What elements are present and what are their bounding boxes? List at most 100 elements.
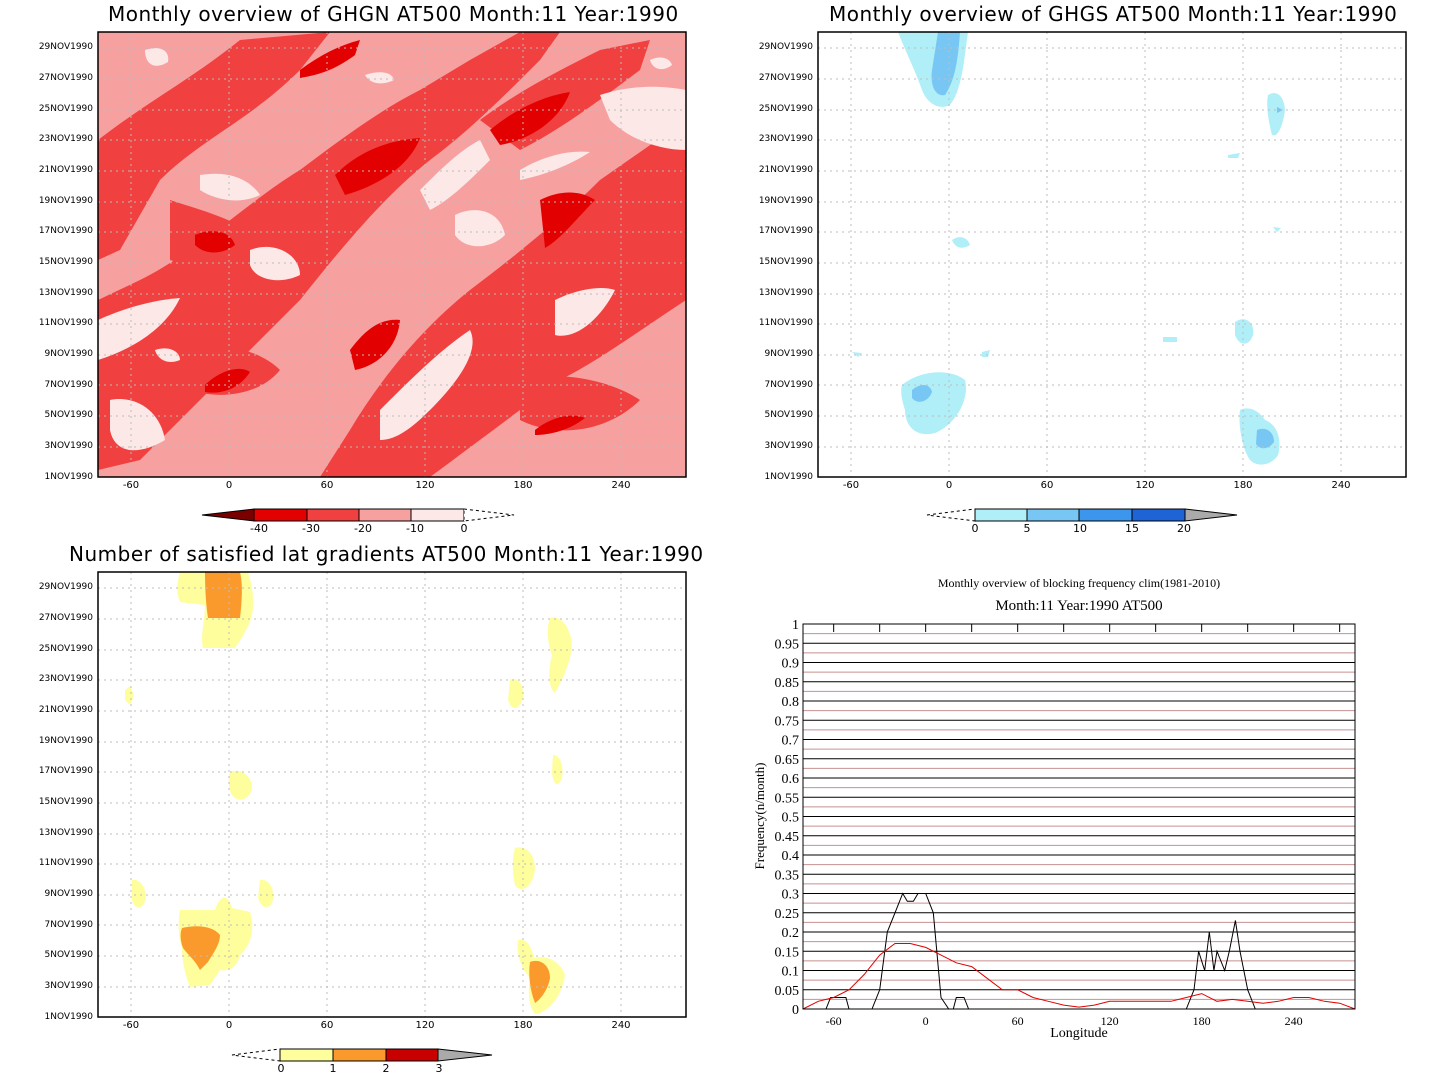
ytick: 27NOV1990 (758, 73, 813, 83)
ytick: 15NOV1990 (758, 257, 813, 267)
ytick: 11NOV1990 (758, 318, 813, 328)
ytick: 7NOV1990 (44, 920, 93, 930)
ytick: 7NOV1990 (44, 380, 93, 390)
xtick: 120 (415, 1020, 435, 1031)
ytick: 7NOV1990 (764, 380, 813, 390)
lat-plot (97, 571, 687, 1018)
ghgs-colorbar (926, 508, 1238, 522)
freq-ytick: 0.7 (782, 734, 800, 749)
xtick: 60 (320, 1020, 334, 1031)
cb-tick: 20 (1177, 522, 1191, 535)
cb-tick: -30 (302, 522, 320, 535)
freq-ytick: 0.05 (775, 984, 800, 999)
ytick: 15NOV1990 (38, 797, 93, 807)
ghgs-plot (817, 31, 1407, 478)
cb-tick: 0 (971, 522, 979, 535)
freq-xtick: 240 (1285, 1014, 1303, 1028)
ytick: 3NOV1990 (764, 441, 813, 451)
xtick: 180 (1233, 480, 1253, 491)
ghgn-plot (97, 31, 687, 478)
freq-xtick: 180 (1193, 1014, 1211, 1028)
ytick: 17NOV1990 (758, 226, 813, 236)
freq-ytick: 0.55 (775, 791, 800, 806)
cb-swatch (463, 508, 515, 522)
xtick: 180 (513, 1020, 533, 1031)
ghgn-field (98, 32, 686, 477)
ytick: 11NOV1990 (38, 858, 93, 868)
ghgn-colorbar (201, 508, 515, 522)
ghgn-title: Monthly overview of GHGN AT500 Month:11 … (108, 2, 679, 26)
ytick: 5NOV1990 (44, 410, 93, 420)
freq-ytick: 0.2 (782, 926, 800, 941)
ytick: 19NOV1990 (38, 196, 93, 206)
freq-xtick: -60 (826, 1014, 842, 1028)
ytick: 11NOV1990 (38, 318, 93, 328)
xtick: 180 (513, 480, 533, 491)
freq-ytick: 0.45 (775, 830, 800, 845)
xtick: 240 (1331, 480, 1351, 491)
xtick: 0 (945, 480, 953, 491)
ytick: 1NOV1990 (44, 1012, 93, 1022)
freq-title: Monthly overview of blocking frequency c… (937, 576, 1221, 590)
freq-subtitle: Month:11 Year:1990 AT500 (995, 598, 1163, 614)
freq-xlabel: Longitude (1050, 1026, 1108, 1041)
lat-colorbar (231, 1048, 493, 1062)
freq-ytick: 0 (792, 1003, 799, 1018)
ghgs-title: Monthly overview of GHGS AT500 Month:11 … (829, 2, 1398, 26)
freq-tick-labels: 0 0.05 0.1 0.15 0.2 0.25 0.3 0.35 0.4 0.45 0.5 0.55… (775, 618, 1341, 1028)
ytick: 17NOV1990 (38, 226, 93, 236)
ytick: 1NOV1990 (764, 472, 813, 482)
xtick: -60 (842, 480, 860, 491)
xtick: 240 (611, 480, 631, 491)
cb-tick: 0 (460, 522, 468, 535)
ytick: 13NOV1990 (758, 288, 813, 298)
freq-ytick: 0.95 (775, 637, 800, 652)
ytick: 25NOV1990 (758, 104, 813, 114)
ytick: 19NOV1990 (758, 196, 813, 206)
ytick: 27NOV1990 (38, 73, 93, 83)
ytick: 23NOV1990 (758, 134, 813, 144)
lat-frame (97, 571, 687, 1018)
xtick: 60 (1040, 480, 1054, 491)
xtick: 0 (225, 480, 233, 491)
ghgs-grid (818, 32, 1406, 477)
freq-xtick: 60 (1012, 1014, 1024, 1028)
freq-ytick: 0.75 (775, 714, 800, 729)
freq-series-line-1 (802, 943, 1356, 1010)
ghgs-frame (817, 31, 1407, 478)
ytick: 13NOV1990 (38, 288, 93, 298)
ytick: 21NOV1990 (758, 165, 813, 175)
ytick: 9NOV1990 (44, 889, 93, 899)
ytick: 29NOV1990 (758, 42, 813, 52)
ytick: 21NOV1990 (38, 165, 93, 175)
ytick: 13NOV1990 (38, 828, 93, 838)
ytick: 29NOV1990 (38, 582, 93, 592)
freq-ytick: 0.25 (775, 907, 800, 922)
freq-ytick: 0.9 (782, 657, 800, 672)
ghgn-frame (97, 31, 687, 478)
ytick: 21NOV1990 (38, 705, 93, 715)
ytick: 9NOV1990 (764, 349, 813, 359)
freq-series-line-0 (803, 892, 1355, 1010)
freq-ylabel: Frequency(n/month) (752, 762, 767, 870)
ytick: 27NOV1990 (38, 613, 93, 623)
cb-tick: 3 (435, 1062, 443, 1075)
cb-tick: -40 (250, 522, 268, 535)
freq-series (802, 892, 1356, 1010)
cb-tick: 5 (1023, 522, 1031, 535)
lat-grid (98, 572, 686, 1017)
ytick: 3NOV1990 (44, 441, 93, 451)
cb-tick: 1 (329, 1062, 337, 1075)
ghgs-field (818, 32, 1406, 477)
cb-swatch (1184, 508, 1238, 522)
freq-ytick: 0.35 (775, 868, 800, 883)
freq-gridlines (803, 623, 1355, 1010)
freq-ytick: 0.85 (775, 676, 800, 691)
freq-frame (802, 623, 1356, 1010)
cb-tick: 10 (1073, 522, 1087, 535)
freq-ytick: 1 (792, 618, 799, 633)
freq-ytick: 0.8 (782, 695, 800, 710)
xtick: 240 (611, 1020, 631, 1031)
cb-tick: 0 (277, 1062, 285, 1075)
